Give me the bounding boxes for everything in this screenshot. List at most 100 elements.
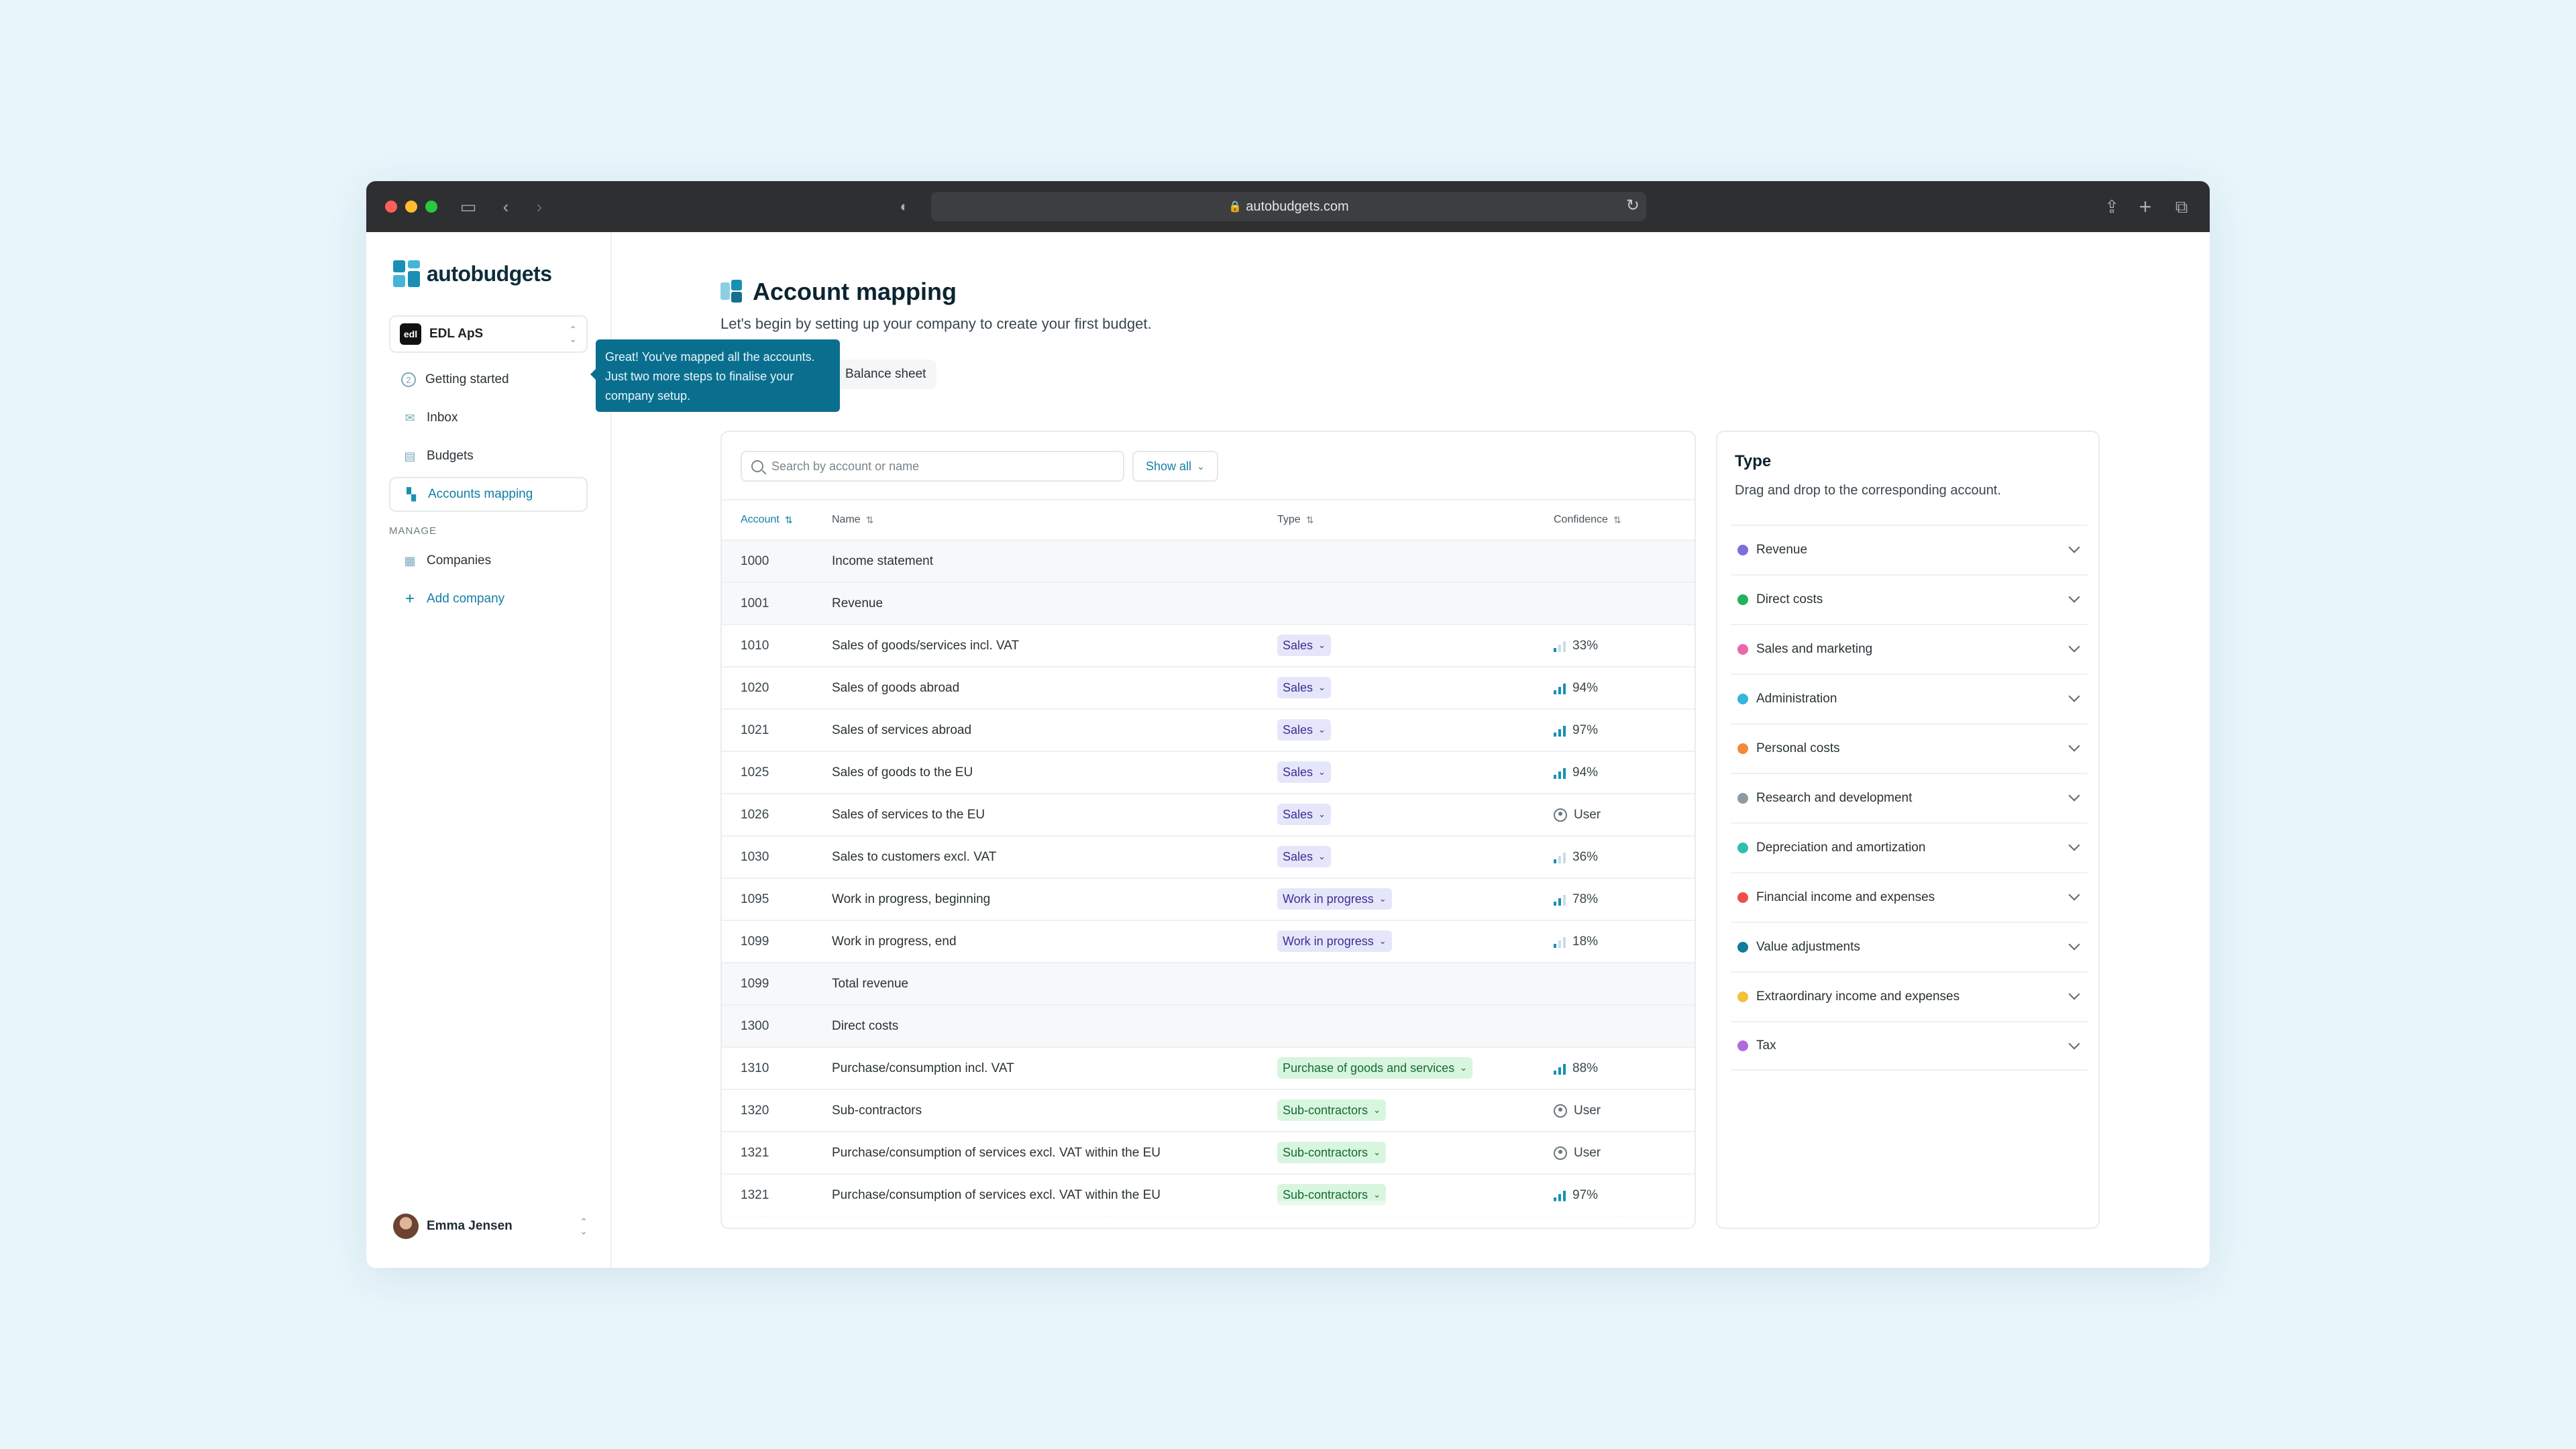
chevron-down-icon[interactable] [2068,790,2080,802]
type-badge[interactable]: Sales ⌄ [1277,677,1331,698]
table-row[interactable]: 1320 Sub-contractors Sub-contractors ⌄ U… [722,1090,1695,1132]
type-badge[interactable]: Purchase of goods and services ⌄ [1277,1057,1473,1079]
type-item[interactable]: Value adjustments [1731,922,2088,971]
column-type[interactable]: Type ⇅ [1277,514,1313,526]
table-row[interactable]: 1026 Sales of services to the EU Sales ⌄… [722,794,1695,837]
brand[interactable]: autobudgets [393,260,552,287]
table-group-row[interactable]: 1000 Income statement [722,541,1695,583]
sidebar-item-budgets[interactable]: ▤ Budgets [389,439,588,474]
chevron-down-icon[interactable] [2068,988,2080,1000]
table-row[interactable]: 1310 Purchase/consumption incl. VAT Purc… [722,1048,1695,1090]
sidebar-item-inbox[interactable]: ✉ Inbox [389,400,588,435]
type-item-label: Sales and marketing [1756,642,1873,656]
type-color-dot [1737,594,1748,605]
chevron-down-icon[interactable] [2068,541,2080,553]
chevron-down-icon: ⌄ [1460,1063,1468,1073]
minimize-window-button[interactable] [405,201,417,213]
column-account[interactable]: Account ⇅ [741,514,792,526]
tab-balance-sheet[interactable]: Balance sheet [835,360,937,389]
type-item[interactable]: Tax [1731,1021,2088,1071]
table-row[interactable]: 1099 Work in progress, end Work in progr… [722,921,1695,963]
table-row[interactable]: 1030 Sales to customers excl. VAT Sales … [722,837,1695,879]
type-item[interactable]: Administration [1731,674,2088,723]
table-group-row[interactable]: 1001 Revenue [722,583,1695,625]
chevron-down-icon[interactable] [2068,839,2080,851]
sidebar-item-companies[interactable]: ▦ Companies [389,543,588,578]
confidence-value: 78% [1572,892,1599,906]
column-name[interactable]: Name ⇅ [832,514,873,526]
type-badge[interactable]: Sales ⌄ [1277,719,1331,741]
new-tab-icon[interactable]: + [2139,195,2152,219]
forward-icon[interactable]: › [536,197,543,217]
type-item[interactable]: Direct costs [1731,574,2088,624]
type-badge[interactable]: Work in progress ⌄ [1277,930,1392,952]
url-text: autobudgets.com [1246,199,1349,214]
type-cell: Sales ⌄ [1277,846,1331,867]
type-badge[interactable]: Sales ⌄ [1277,804,1331,825]
chevron-down-icon[interactable] [2068,740,2080,752]
type-item[interactable]: Personal costs [1731,723,2088,773]
chevron-down-icon[interactable] [2068,938,2080,951]
sidebar-item-add-company[interactable]: + Add company [389,582,588,616]
chevron-down-icon[interactable] [2068,641,2080,653]
filter-dropdown[interactable]: Show all ⌄ [1132,451,1218,482]
sort-icon: ⇅ [784,514,793,525]
confidence-bars-icon [1554,640,1566,652]
sidebar-item-getting-started[interactable]: 2 Getting started [389,362,588,397]
type-item[interactable]: Extraordinary income and expenses [1731,971,2088,1021]
close-window-button[interactable] [385,201,397,213]
type-badge[interactable]: Sales ⌄ [1277,761,1331,783]
chevron-down-icon[interactable] [2068,690,2080,702]
account-name: Revenue [832,596,883,610]
type-item[interactable]: Revenue [1731,525,2088,574]
type-item[interactable]: Research and development [1731,773,2088,822]
account-number: 1095 [741,892,769,906]
account-name: Sales of services abroad [832,723,972,737]
reload-icon[interactable]: ↻ [1625,197,1640,215]
privacy-shield-icon[interactable]: ◐ [900,198,909,215]
type-cell: Work in progress ⌄ [1277,930,1392,952]
share-icon[interactable]: ⇪ [2104,197,2119,217]
mapping-icon [720,280,743,304]
user-menu[interactable]: Emma Jensen ⌃ ⌄ [393,1212,588,1241]
type-color-dot [1737,545,1748,555]
type-item[interactable]: Sales and marketing [1731,624,2088,674]
filter-label: Show all [1146,459,1192,473]
chevron-down-icon: ⌄ [1197,460,1205,472]
chevron-down-icon[interactable] [2068,889,2080,901]
column-confidence[interactable]: Confidence ⇅ [1554,514,1621,526]
account-name: Sales of goods abroad [832,681,960,695]
table-row[interactable]: 1095 Work in progress, beginning Work in… [722,879,1695,921]
type-item[interactable]: Depreciation and amortization [1731,822,2088,872]
sidebar-item-accounts-mapping[interactable]: ▚ Accounts mapping [389,477,588,512]
type-badge[interactable]: Work in progress ⌄ [1277,888,1392,910]
type-badge[interactable]: Sales ⌄ [1277,635,1331,656]
account-name: Sales of services to the EU [832,808,985,822]
sidebar-toggle-icon[interactable]: ▭ [460,197,477,217]
type-badge[interactable]: Sub-contractors ⌄ [1277,1142,1386,1163]
type-badge[interactable]: Sub-contractors ⌄ [1277,1099,1386,1121]
maximize-window-button[interactable] [425,201,437,213]
table-row[interactable]: 1321 Purchase/consumption of services ex… [722,1132,1695,1175]
search-input[interactable] [771,459,1107,474]
confidence-bars-icon [1554,1189,1566,1201]
type-badge[interactable]: Sales ⌄ [1277,846,1331,867]
chevron-down-icon[interactable] [2068,591,2080,603]
address-bar[interactable]: 🔒 autobudgets.com ↻ [931,192,1646,221]
table-row[interactable]: 1025 Sales of goods to the EU Sales ⌄ [722,752,1695,794]
companies-icon: ▦ [404,553,416,568]
type-item[interactable]: Financial income and expenses [1731,872,2088,922]
table-group-row[interactable]: 1300 Direct costs [722,1006,1695,1048]
table-group-row[interactable]: 1099 Total revenue [722,963,1695,1006]
company-selector[interactable]: edl EDL ApS ⌃ ⌄ [389,315,588,353]
back-icon[interactable]: ‹ [502,197,509,217]
table-row[interactable]: 1020 Sales of goods abroad Sales ⌄ [722,667,1695,710]
search-box[interactable] [741,451,1124,482]
tabs-overview-icon[interactable]: ⧉ [2175,197,2188,217]
table-row[interactable]: 1021 Sales of services abroad Sales ⌄ [722,710,1695,752]
chevron-down-icon[interactable] [2068,1038,2080,1050]
table-row[interactable]: 1010 Sales of goods/services incl. VAT S… [722,625,1695,667]
type-color-dot [1737,743,1748,754]
account-number: 1025 [741,765,769,780]
type-label: Sales [1283,765,1313,779]
